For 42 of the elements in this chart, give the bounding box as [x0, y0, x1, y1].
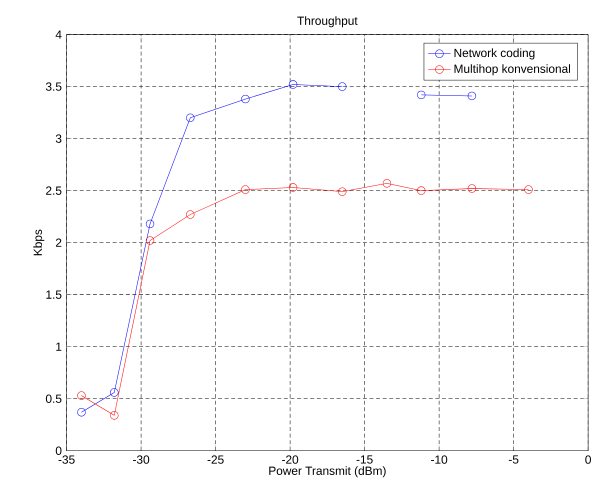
x-tick-label: -30 — [133, 455, 150, 464]
x-tick-label: -5 — [508, 455, 518, 464]
point — [77, 408, 86, 417]
point — [417, 186, 426, 195]
y-tick-label: 2.5 — [46, 186, 62, 195]
legend-label: Network coding — [454, 48, 534, 60]
chart-title: Throughput — [297, 16, 358, 28]
point — [417, 90, 426, 100]
point — [524, 185, 533, 194]
point — [77, 391, 86, 400]
point — [338, 188, 346, 196]
point — [468, 184, 476, 193]
point — [110, 411, 118, 420]
y-axis-title: Kbps — [33, 230, 44, 256]
point — [382, 179, 392, 188]
y-tick-label: 3 — [56, 134, 62, 143]
x-tick-label: 0 — [585, 455, 591, 464]
x-axis-title: Power Transmit (dBm) — [269, 466, 386, 478]
y-tick-label: 1 — [56, 342, 62, 351]
point — [241, 185, 250, 194]
x-tick-label: -10 — [431, 455, 448, 464]
point — [288, 80, 298, 89]
point — [468, 92, 476, 100]
legend-label: Multihop konvensional — [454, 64, 570, 76]
point — [146, 220, 154, 228]
x-tick-label: -35 — [58, 455, 75, 464]
y-tick-label: 4 — [56, 30, 62, 39]
point — [186, 114, 194, 122]
point — [338, 82, 346, 91]
y-tick-label: 0.5 — [46, 394, 62, 403]
point — [241, 94, 250, 104]
x-tick-label: -15 — [356, 455, 373, 464]
point — [110, 388, 118, 397]
y-tick-label: 2 — [56, 238, 62, 247]
x-tick-label: -20 — [282, 455, 298, 464]
point — [288, 183, 298, 192]
point — [146, 236, 154, 245]
point — [186, 210, 194, 219]
y-tick-label: 1.5 — [46, 290, 62, 299]
x-tick-label: -25 — [208, 455, 224, 464]
y-tick-label: 3.5 — [46, 82, 62, 91]
y-tick-label: 0 — [56, 446, 62, 455]
